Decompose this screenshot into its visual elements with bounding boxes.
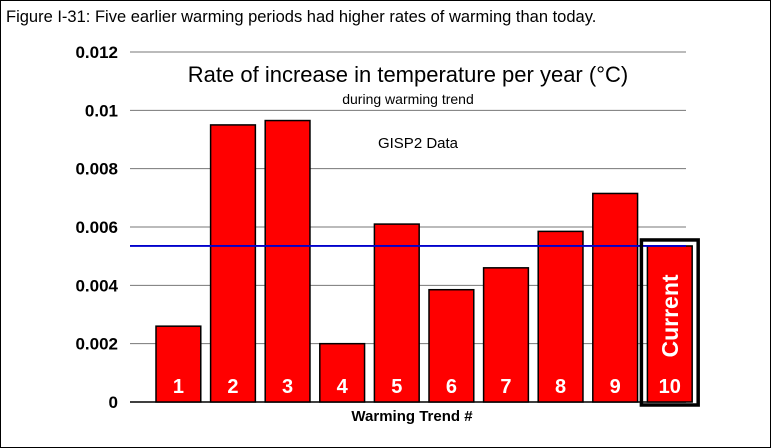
current-highlight-box: [639, 238, 700, 407]
y-axis-ticks: 0 0.002 0.004 0.006 0.008 0.01 0.012: [75, 43, 118, 412]
bar-labels: 1 2 3 4 5 6 7 8 9 10: [173, 376, 681, 398]
y-tick-label: 0.01: [85, 101, 118, 120]
y-tick-label: 0.008: [75, 160, 118, 179]
bar-category-label: 4: [337, 376, 349, 398]
bar: [592, 192, 639, 403]
bar-category-label: 5: [391, 376, 402, 398]
bar-category-label: 8: [555, 376, 566, 398]
bar: [264, 119, 311, 403]
bar-category-label: 9: [610, 376, 621, 398]
bar: [428, 288, 475, 403]
bars: [155, 119, 693, 403]
bar: [537, 230, 584, 403]
chart-title: Rate of increase in temperature per year…: [188, 62, 628, 87]
y-tick-label: 0.002: [75, 335, 118, 354]
y-tick-label: 0.012: [75, 43, 118, 62]
bar: [319, 342, 366, 403]
y-tick-label: 0.006: [75, 218, 118, 237]
y-tick-label: 0: [109, 393, 118, 412]
bar-category-label: 7: [500, 376, 511, 398]
bar: [482, 267, 530, 403]
y-tick-label: 0.004: [75, 276, 118, 295]
bar: [155, 325, 202, 403]
bar-category-label: 1: [173, 376, 184, 398]
bar-category-label: 2: [227, 376, 238, 398]
bar-category-label: 3: [282, 376, 293, 398]
bar: [373, 223, 420, 403]
data-source-annotation: GISP2 Data: [378, 135, 459, 152]
chart-subtitle: during warming trend: [342, 91, 474, 107]
bar-category-label: 10: [659, 376, 681, 398]
x-axis-label: Warming Trend #: [351, 408, 473, 425]
bar-category-label: 6: [446, 376, 457, 398]
current-label: Current: [657, 274, 683, 357]
bar: [646, 245, 693, 403]
figure-caption: Figure I-31: Five earlier warming period…: [6, 8, 597, 26]
bar: [209, 124, 257, 403]
